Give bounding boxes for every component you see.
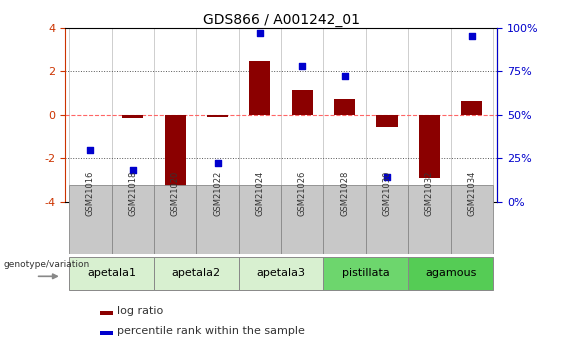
- Text: GSM21018: GSM21018: [128, 170, 137, 216]
- Bar: [154, 257, 238, 290]
- Bar: [334, 99, 355, 115]
- Bar: [122, 115, 144, 118]
- Point: [86, 147, 95, 152]
- Bar: [292, 90, 313, 115]
- Bar: [419, 115, 440, 178]
- Bar: [408, 185, 451, 254]
- Text: log ratio: log ratio: [117, 306, 163, 316]
- Text: GSM21016: GSM21016: [86, 170, 95, 216]
- Text: apetala2: apetala2: [172, 268, 221, 278]
- Bar: [69, 185, 112, 254]
- Bar: [112, 185, 154, 254]
- Bar: [323, 257, 408, 290]
- Point: [298, 63, 307, 69]
- Bar: [207, 115, 228, 117]
- Bar: [69, 257, 154, 290]
- Point: [425, 196, 434, 201]
- Point: [128, 168, 137, 173]
- Point: [467, 33, 476, 39]
- Point: [213, 161, 222, 166]
- Text: agamous: agamous: [425, 268, 476, 278]
- Bar: [366, 185, 408, 254]
- Text: GSM21034: GSM21034: [467, 170, 476, 216]
- Bar: [408, 257, 493, 290]
- Text: GSM21030: GSM21030: [383, 170, 392, 216]
- Point: [383, 175, 392, 180]
- Text: GSM21032: GSM21032: [425, 170, 434, 216]
- Bar: [461, 100, 483, 115]
- Text: GSM21024: GSM21024: [255, 170, 264, 216]
- Title: GDS866 / A001242_01: GDS866 / A001242_01: [203, 12, 359, 27]
- Text: pistillata: pistillata: [342, 268, 390, 278]
- Text: apetala3: apetala3: [257, 268, 306, 278]
- Text: GSM21028: GSM21028: [340, 170, 349, 216]
- Bar: [154, 185, 197, 254]
- Bar: [164, 115, 186, 204]
- Text: GSM21022: GSM21022: [213, 170, 222, 216]
- Text: percentile rank within the sample: percentile rank within the sample: [117, 326, 305, 336]
- Point: [255, 30, 264, 36]
- Text: apetala1: apetala1: [87, 268, 136, 278]
- Bar: [238, 257, 323, 290]
- Bar: [99, 332, 112, 335]
- Text: GSM21020: GSM21020: [171, 170, 180, 216]
- Point: [171, 196, 180, 201]
- Bar: [238, 185, 281, 254]
- Bar: [323, 185, 366, 254]
- Bar: [99, 311, 112, 315]
- Bar: [376, 115, 398, 127]
- Point: [340, 73, 349, 79]
- Bar: [197, 185, 238, 254]
- Text: genotype/variation: genotype/variation: [3, 260, 89, 269]
- Bar: [249, 61, 271, 115]
- Bar: [451, 185, 493, 254]
- Bar: [281, 185, 323, 254]
- Text: GSM21026: GSM21026: [298, 170, 307, 216]
